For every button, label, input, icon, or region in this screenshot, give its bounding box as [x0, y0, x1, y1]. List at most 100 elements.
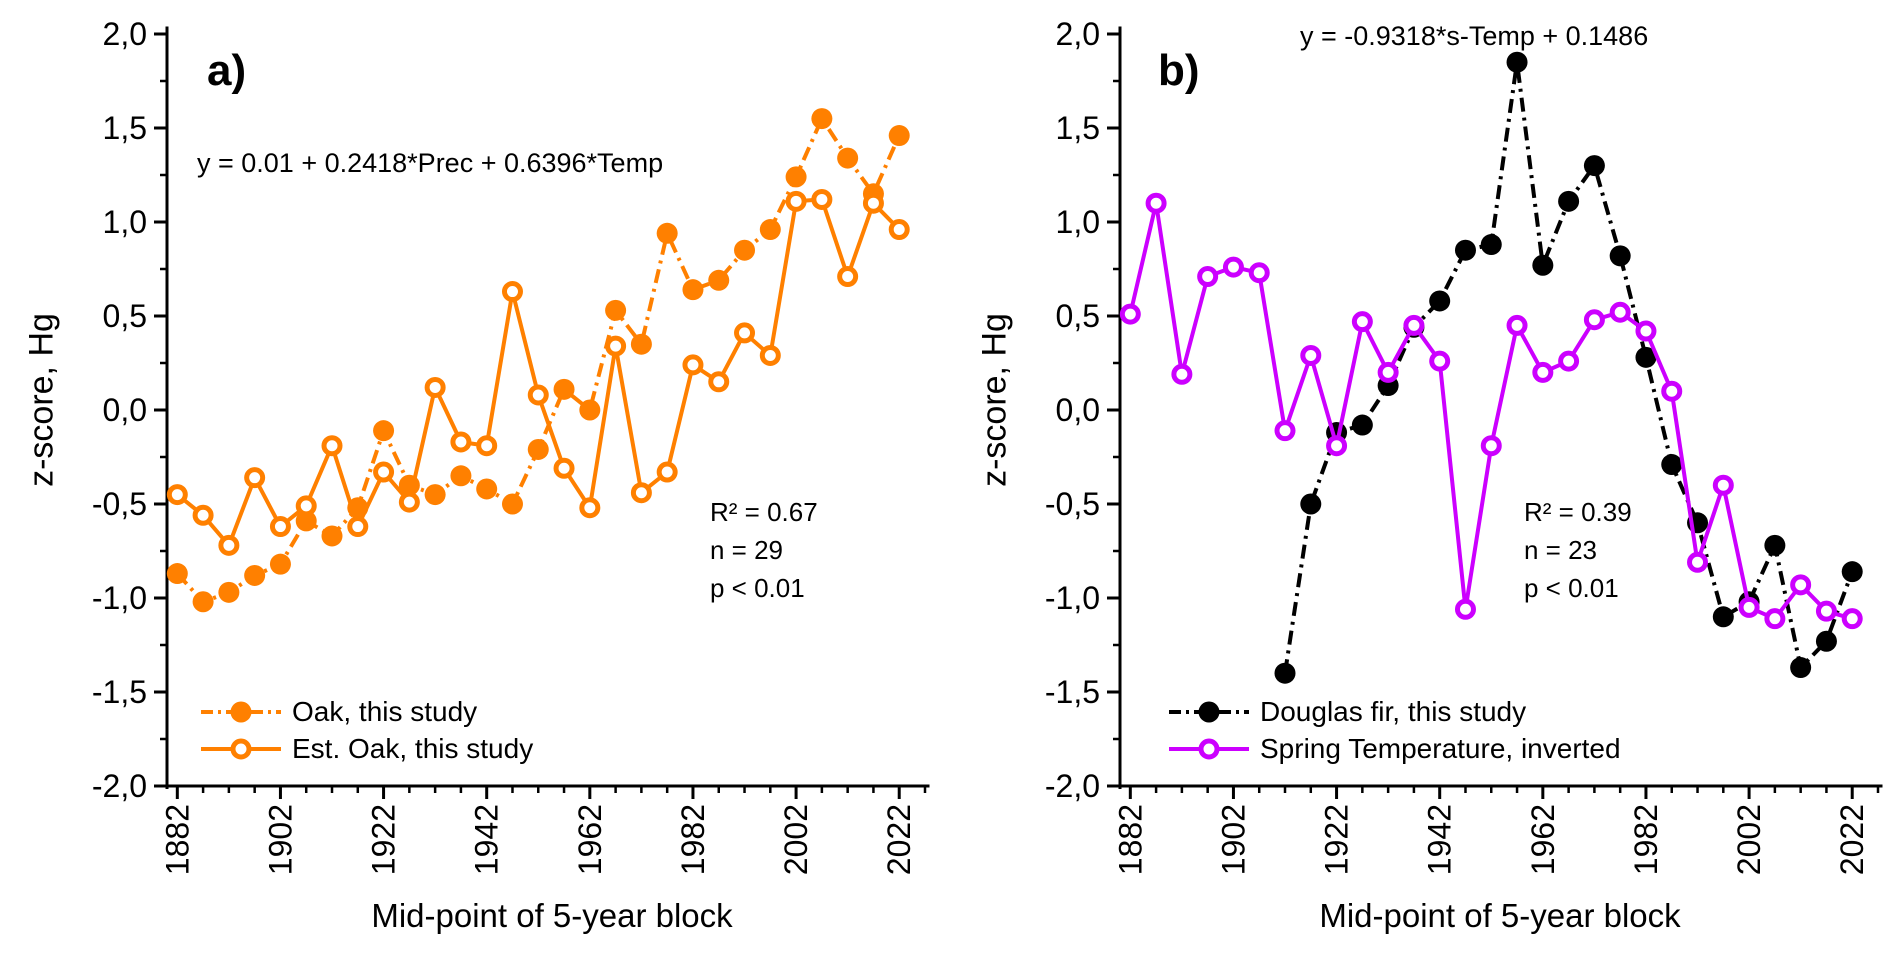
legend-item-spring-temperature: Spring Temperature, inverted	[1168, 733, 1621, 764]
x-tick-label: 1882	[1112, 804, 1148, 875]
panel-a-equation: y = 0.01 + 0.2418*Prec + 0.6396*Temp	[197, 148, 664, 178]
y-tick-label: 0,0	[103, 392, 147, 428]
panel-b: 1882 1902 1922 1942 1962 1982 2002 2022 -2,0 -1,5…	[1045, 16, 1883, 875]
panel-b-stats: R² = 0.39 n = 23 p < 0.01	[1524, 493, 1632, 607]
data-point-open	[1326, 435, 1348, 457]
legend-marker-filled	[1198, 701, 1220, 723]
data-point-open	[785, 190, 807, 212]
data-point-filled	[630, 333, 652, 355]
panel-a-label: a)	[207, 46, 247, 95]
series-spring-temperature-inverted	[1119, 192, 1863, 630]
data-point-open	[1429, 350, 1451, 372]
data-point-open	[1815, 600, 1837, 622]
axes	[1117, 26, 1883, 789]
x-tick-label: 2002	[778, 804, 814, 875]
x-axis-ticks: 1882 1902 1922 1942 1962 1982 2002 2022	[1112, 786, 1880, 875]
data-point-filled	[708, 269, 730, 291]
axes	[164, 26, 930, 789]
data-point-filled	[656, 222, 678, 244]
data-point-open	[1583, 309, 1605, 331]
panel-a-n: n = 29	[710, 535, 784, 565]
y-tick-label: -0,5	[1045, 486, 1100, 522]
data-point-filled	[1635, 346, 1657, 368]
y-tick-label: -2,0	[1045, 768, 1100, 804]
data-point-open	[1119, 303, 1141, 325]
data-point-open	[1558, 350, 1580, 372]
data-point-filled	[424, 484, 446, 506]
x-tick-label: 1922	[366, 804, 402, 875]
x-tick-label: 1902	[262, 804, 298, 875]
data-point-filled	[269, 553, 291, 575]
data-point-open	[1790, 574, 1812, 596]
panel-a-legend: Oak, this study Est. Oak, this study	[200, 696, 533, 764]
data-point-open	[1480, 435, 1502, 457]
douglas-fir-series-marker-icon	[1169, 701, 1249, 723]
data-point-open	[476, 435, 498, 457]
legend-label-oak: Oak, this study	[292, 696, 478, 727]
data-point-open	[450, 431, 472, 453]
data-point-filled	[1609, 245, 1631, 267]
data-point-filled	[605, 299, 627, 321]
data-point-filled	[682, 279, 704, 301]
y-tick-label: 1,0	[103, 204, 147, 240]
data-point-filled	[218, 581, 240, 603]
y-tick-label: 2,0	[103, 16, 147, 52]
oak-series-marker-icon	[201, 701, 281, 723]
x-tick-label: 1942	[1422, 804, 1458, 875]
data-point-open	[759, 344, 781, 366]
data-point-open	[166, 484, 188, 506]
data-point-open	[1841, 608, 1863, 630]
y-tick-label: -1,5	[92, 674, 147, 710]
data-point-open	[1248, 262, 1270, 284]
data-point-open	[605, 335, 627, 357]
data-point-open	[553, 457, 575, 479]
x-tick-label: 1882	[159, 804, 195, 875]
data-point-filled	[579, 399, 601, 421]
data-point-open	[862, 192, 884, 214]
y-tick-label: -1,0	[1045, 580, 1100, 616]
data-point-open	[398, 491, 420, 513]
data-point-filled	[1506, 51, 1528, 73]
data-point-open	[837, 266, 859, 288]
legend-marker-open	[230, 738, 252, 760]
y-tick-label: 0,5	[1056, 298, 1100, 334]
data-point-open	[347, 516, 369, 538]
data-point-open	[734, 322, 756, 344]
data-point-open	[1764, 608, 1786, 630]
data-point-filled	[1558, 190, 1580, 212]
x-tick-label: 1982	[1628, 804, 1664, 875]
data-point-open	[527, 384, 549, 406]
series-est-oak-this-study	[166, 188, 910, 556]
est-oak-series-marker-icon	[201, 738, 281, 760]
data-point-open	[1687, 551, 1709, 573]
data-point-filled	[1841, 561, 1863, 583]
legend-label-spring-temperature: Spring Temperature, inverted	[1260, 733, 1621, 764]
x-tick-label: 1962	[1525, 804, 1561, 875]
data-point-filled	[1454, 239, 1476, 261]
data-point-filled	[1480, 234, 1502, 256]
data-point-open	[1145, 192, 1167, 214]
data-point-open	[1171, 363, 1193, 385]
data-point-filled	[192, 591, 214, 613]
panel-a: 1882 1902 1922 1942 1962 1982 2002 2022 -2,0 -1,5…	[92, 16, 930, 875]
data-point-open	[218, 534, 240, 556]
data-point-filled	[1429, 290, 1451, 312]
y-tick-label: 0,5	[103, 298, 147, 334]
data-point-open	[373, 461, 395, 483]
data-point-filled	[166, 563, 188, 585]
x-tick-label: 2002	[1731, 804, 1767, 875]
data-point-filled	[295, 510, 317, 532]
data-point-open	[1609, 301, 1631, 323]
series-oak-this-study	[166, 108, 910, 613]
x-tick-label: 1922	[1319, 804, 1355, 875]
y-axis-ticks: -2,0 -1,5 -1,0 -0,5 0,0 0,5 1,0 1,5 2,0	[92, 16, 167, 804]
y-tick-label: -1,5	[1045, 674, 1100, 710]
data-point-open	[321, 435, 343, 457]
panel-a-stats: R² = 0.67 n = 29 p < 0.01	[710, 493, 818, 607]
data-point-open	[1351, 311, 1373, 333]
panel-b-r2: R² = 0.39	[1524, 497, 1632, 527]
y-tick-label: 1,0	[1056, 204, 1100, 240]
y-tick-label: 0,0	[1056, 392, 1100, 428]
